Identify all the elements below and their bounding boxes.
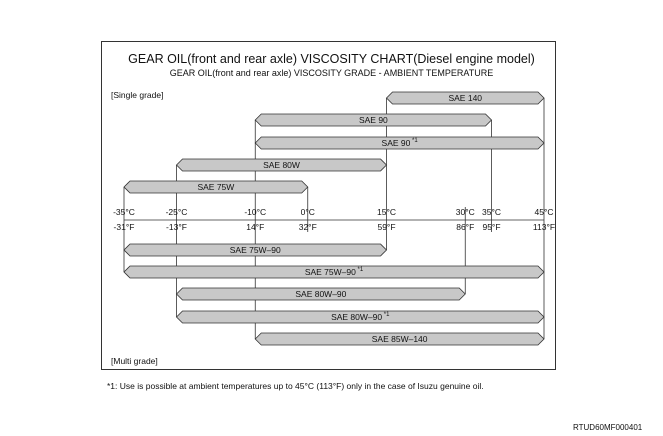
tick-label-fahrenheit-5: 86°F — [456, 222, 475, 232]
tick-label-fahrenheit-4: 59°F — [377, 222, 396, 232]
tick-label-celsius-7: 45°C — [534, 207, 554, 217]
tick-label-fahrenheit-7: 113°F — [532, 222, 556, 232]
tick-label-celsius-3: 0°C — [300, 207, 315, 217]
multi-grade-bar-name-2: SAE 80W–90 — [295, 289, 347, 299]
multi-grade-bar-label-4: SAE 85W–140 — [372, 334, 428, 344]
multi-grade-bar-3 — [175, 310, 545, 324]
single-grade-bar-4 — [123, 180, 309, 194]
single-grade-bar-name-4: SAE 75W — [197, 182, 235, 192]
multi-grade-bar-4 — [254, 332, 545, 346]
chart-subtitle: GEAR OIL(front and rear axle) VISCOSITY … — [169, 68, 494, 78]
multi-grade-bar-label-2: SAE 80W–90 — [295, 289, 346, 299]
tick-label-fahrenheit-3: 32°F — [298, 222, 317, 232]
multi-grade-bar-note-1: *1 — [355, 267, 364, 273]
single-grade-bar-1 — [254, 113, 493, 127]
tick-label-fahrenheit-1: -13°F — [166, 222, 187, 232]
tick-label-celsius-2: -10°C — [244, 207, 267, 217]
single-grade-bar-label-3: SAE 80W — [263, 160, 300, 170]
single-grade-label: [Single grade] — [111, 90, 164, 100]
tick-label-celsius-5: 30°C — [455, 207, 475, 217]
multi-grade-bar-label-0: SAE 75W–90 — [230, 245, 281, 255]
single-grade-bar-label-0: SAE 140 — [448, 93, 482, 103]
figure-id: RTUD60MF000401 — [573, 423, 643, 432]
single-grade-bar-label-1: SAE 90 — [359, 115, 388, 125]
multi-grade-bar-name-0: SAE 75W–90 — [229, 245, 281, 255]
tick-label-fahrenheit-0: -31°F — [113, 222, 135, 232]
multi-grade-bar-0 — [123, 243, 388, 257]
single-grade-bar-name-3: SAE 80W — [263, 160, 300, 170]
multi-grade-bar-name-4: SAE 85W–140 — [371, 334, 428, 344]
multi-grade-bar-label-3: SAE 80W–90 *1 — [331, 312, 389, 322]
single-grade-bar-name-2: SAE 90 — [381, 138, 411, 148]
single-grade-bar-2 — [254, 136, 545, 150]
chart-title: GEAR OIL(front and rear axle) VISCOSITY … — [128, 52, 535, 66]
multi-grade-label: [Multi grade] — [111, 356, 158, 366]
tick-label-celsius-6: 35°C — [482, 207, 501, 217]
multi-grade-bar-1 — [123, 265, 545, 279]
footnote: *1: Use is possible at ambient temperatu… — [107, 381, 484, 391]
single-grade-bar-3 — [175, 158, 388, 172]
tick-label-fahrenheit-2: 14°F — [246, 222, 265, 232]
single-grade-bar-note-2: *1 — [410, 138, 418, 144]
multi-grade-bar-note-3: *1 — [382, 312, 390, 318]
chart-frame — [101, 41, 556, 370]
single-grade-bar-0 — [385, 91, 545, 105]
single-grade-bar-name-0: SAE 140 — [448, 93, 483, 103]
multi-grade-bar-2 — [175, 287, 466, 301]
single-grade-bar-label-2: SAE 90 *1 — [382, 138, 418, 148]
tick-label-celsius-1: -25°C — [165, 207, 188, 217]
tick-label-fahrenheit-6: 95°F — [482, 222, 501, 232]
tick-label-celsius-0: -35°C — [113, 207, 135, 217]
multi-grade-bar-name-1: SAE 75W–90 — [304, 267, 356, 277]
multi-grade-bar-name-3: SAE 80W–90 — [331, 312, 383, 322]
tick-label-celsius-4: 15°C — [377, 207, 396, 217]
single-grade-bar-label-4: SAE 75W — [197, 182, 234, 192]
multi-grade-bar-label-1: SAE 75W–90 *1 — [305, 267, 363, 277]
single-grade-bar-name-1: SAE 90 — [358, 115, 388, 125]
